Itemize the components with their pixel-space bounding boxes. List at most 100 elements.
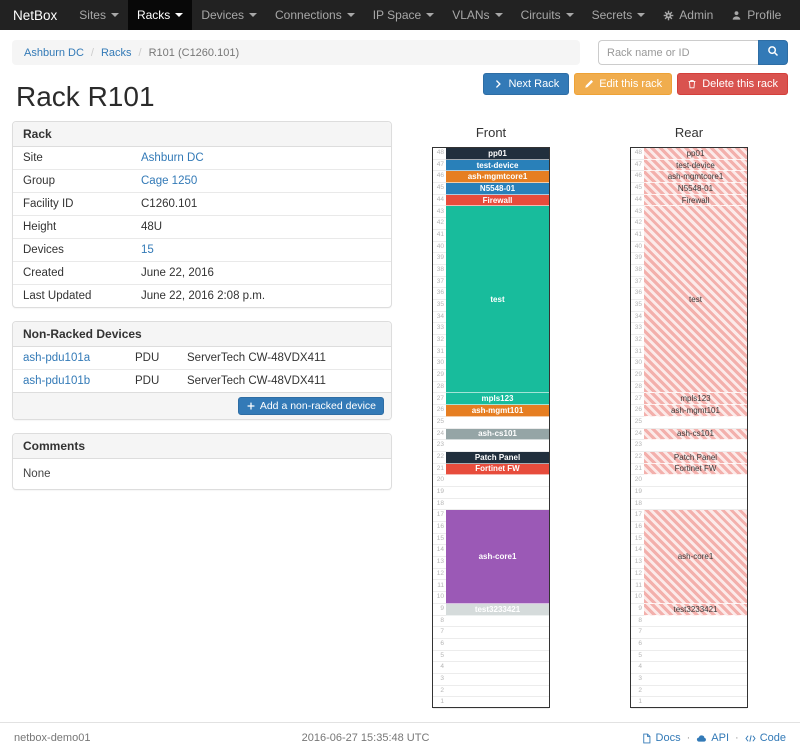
breadcrumb-item[interactable]: Ashburn DC [24,46,84,59]
attr-value-link[interactable]: Cage 1250 [141,175,198,187]
rack-unit-row: 20 [631,475,747,487]
rack-device-front-ash-cs101[interactable]: ash-cs101 [446,428,549,441]
rack-device-rear-ash-cs101[interactable]: ash-cs101 [644,428,747,441]
rack-device-front-test3233421[interactable]: test3233421 [446,603,549,616]
code-icon [745,733,756,744]
nav-item-sites[interactable]: Sites [70,0,128,30]
front-elevation-title: Front [475,125,507,140]
search-button[interactable] [758,40,788,65]
rack-device-rear-fortinet-fw[interactable]: Fortinet FW [644,463,747,476]
rack-device-rear-pp01[interactable]: pp01 [644,148,747,160]
unit-number: 34 [436,312,444,320]
add-nonracked-device-button[interactable]: Add a non-racked device [237,397,384,415]
nav-log-out[interactable]: Log out [790,0,800,30]
front-elevation: Front 48 47 46 45 44 43 42 41 40 39 38 37 36 35 34 33 32… [432,121,550,709]
unit-number: 7 [638,628,642,636]
breadcrumb-separator: / [138,46,142,59]
rack-unit-row: 19 [631,487,747,499]
rack-device-rear-ash-core1[interactable]: ash-core1 [644,510,747,604]
rack-device-rear-test-device[interactable]: test-device [644,159,747,172]
title-row: Rack R101 Next Rack Edit this rack Delet… [0,65,800,119]
rack-device-front-mpls123[interactable]: mpls123 [446,393,549,406]
unit-number: 2 [440,686,444,694]
next-rack-button[interactable]: Next Rack [483,73,570,95]
device-role-cell: PDU [125,369,177,392]
nav-item-secrets[interactable]: Secrets [583,0,655,30]
gear-icon [663,10,674,21]
unit-number: 16 [436,523,444,531]
attr-value-link[interactable]: Ashburn DC [141,152,204,164]
rack-unit-row: 3 [631,674,747,686]
unit-number: 5 [440,651,444,659]
nav-item-connections[interactable]: Connections [266,0,364,30]
footer-link-docs[interactable]: Docs [641,732,681,744]
rack-device-front-test-device[interactable]: test-device [446,159,549,172]
unit-number: 2 [638,686,642,694]
brand-link[interactable]: NetBox [13,7,58,23]
rack-unit-row: 8 [433,616,549,628]
unit-number: 6 [638,639,642,647]
footer-link-code[interactable]: Code [745,732,786,744]
main-content: Rack Site Ashburn DC Group Cage 1250 Facilit… [0,119,800,709]
rack-device-front-ash-mgmt101[interactable]: ash-mgmt101 [446,405,549,417]
unit-number: 35 [436,301,444,309]
rear-elevation-title: Rear [674,125,704,140]
unit-number: 22 [436,452,444,460]
rack-device-rear-ash-mgmtcore1[interactable]: ash-mgmtcore1 [644,171,747,184]
rack-device-front-ash-core1[interactable]: ash-core1 [446,510,549,604]
unit-number: 42 [436,219,444,227]
attr-value: C1260.101 [131,192,391,216]
footer-link-api[interactable]: API [696,732,729,744]
rack-device-rear-ash-mgmt101[interactable]: ash-mgmt101 [644,405,747,417]
rack-panel-title: Rack [13,122,391,147]
rack-device-front-n5548-01[interactable]: N5548-01 [446,183,549,195]
rack-device-front-test[interactable]: test [446,206,549,394]
rack-device-front-pp01[interactable]: pp01 [446,148,549,160]
rack-device-rear-test3233421[interactable]: test3233421 [644,603,747,616]
unit-number: 33 [634,324,642,332]
unit-number: 40 [436,242,444,250]
rack-device-rear-mpls123[interactable]: mpls123 [644,393,747,406]
edit-rack-button[interactable]: Edit this rack [574,73,673,95]
rack-panel: Rack Site Ashburn DC Group Cage 1250 Facilit… [12,121,392,308]
nav-profile[interactable]: Profile [722,0,790,30]
caret-down-icon [110,13,119,17]
rack-unit-row: 3 [433,674,549,686]
nav-item-vlans[interactable]: VLANs [443,0,511,30]
unit-number: 7 [440,628,444,636]
nav-item-racks[interactable]: Racks [127,0,193,30]
caret-down-icon [637,13,646,17]
rack-unit-row: 4 [433,662,549,674]
breadcrumb-item[interactable]: Racks [100,46,132,59]
unit-number: 39 [634,254,642,262]
caret-down-icon [565,13,574,17]
search-input[interactable] [598,40,758,65]
unit-number: 16 [634,523,642,531]
navbar: NetBox Sites Racks Devices Connections IP Sp… [0,0,800,30]
unit-number: 11 [635,581,642,589]
rack-device-front-ash-mgmtcore1[interactable]: ash-mgmtcore1 [446,171,549,184]
rack-elevation-rear: 48 47 46 45 44 43 42 41 40 39 38 37 36 35 34 33 32 31 30 29… [630,147,748,709]
nav-item-circuits[interactable]: Circuits [512,0,583,30]
unit-number: 11 [437,581,444,589]
rack-device-front-fortinet-fw[interactable]: Fortinet FW [446,463,549,476]
rack-elevations: Front 48 47 46 45 44 43 42 41 40 39 38 37 36 35 34 33 32… [392,121,788,709]
rack-device-front-firewall[interactable]: Firewall [446,194,549,207]
nav-item-ip-space[interactable]: IP Space [364,0,443,30]
rack-device-rear-firewall[interactable]: Firewall [644,194,747,207]
nav-item-label: Circuits [520,8,561,22]
rack-device-front-patch-panel[interactable]: Patch Panel [446,451,549,464]
attr-row: Facility ID C1260.101 [13,192,391,216]
rack-device-rear-n5548-01[interactable]: N5548-01 [644,183,747,195]
device-name-link[interactable]: ash-pdu101b [23,375,91,387]
nav-admin[interactable]: Admin [654,0,722,30]
device-name-link[interactable]: ash-pdu101a [23,352,91,364]
rack-device-rear-test[interactable]: test [644,206,747,394]
unit-number: 8 [440,616,444,624]
attr-value: June 22, 2016 [131,261,391,285]
attr-value-link[interactable]: 15 [141,244,154,256]
nav-item-devices[interactable]: Devices [192,0,266,30]
delete-rack-button[interactable]: Delete this rack [677,73,788,95]
rack-device-rear-patch-panel[interactable]: Patch Panel [644,451,747,464]
unit-number: 1 [638,698,642,706]
